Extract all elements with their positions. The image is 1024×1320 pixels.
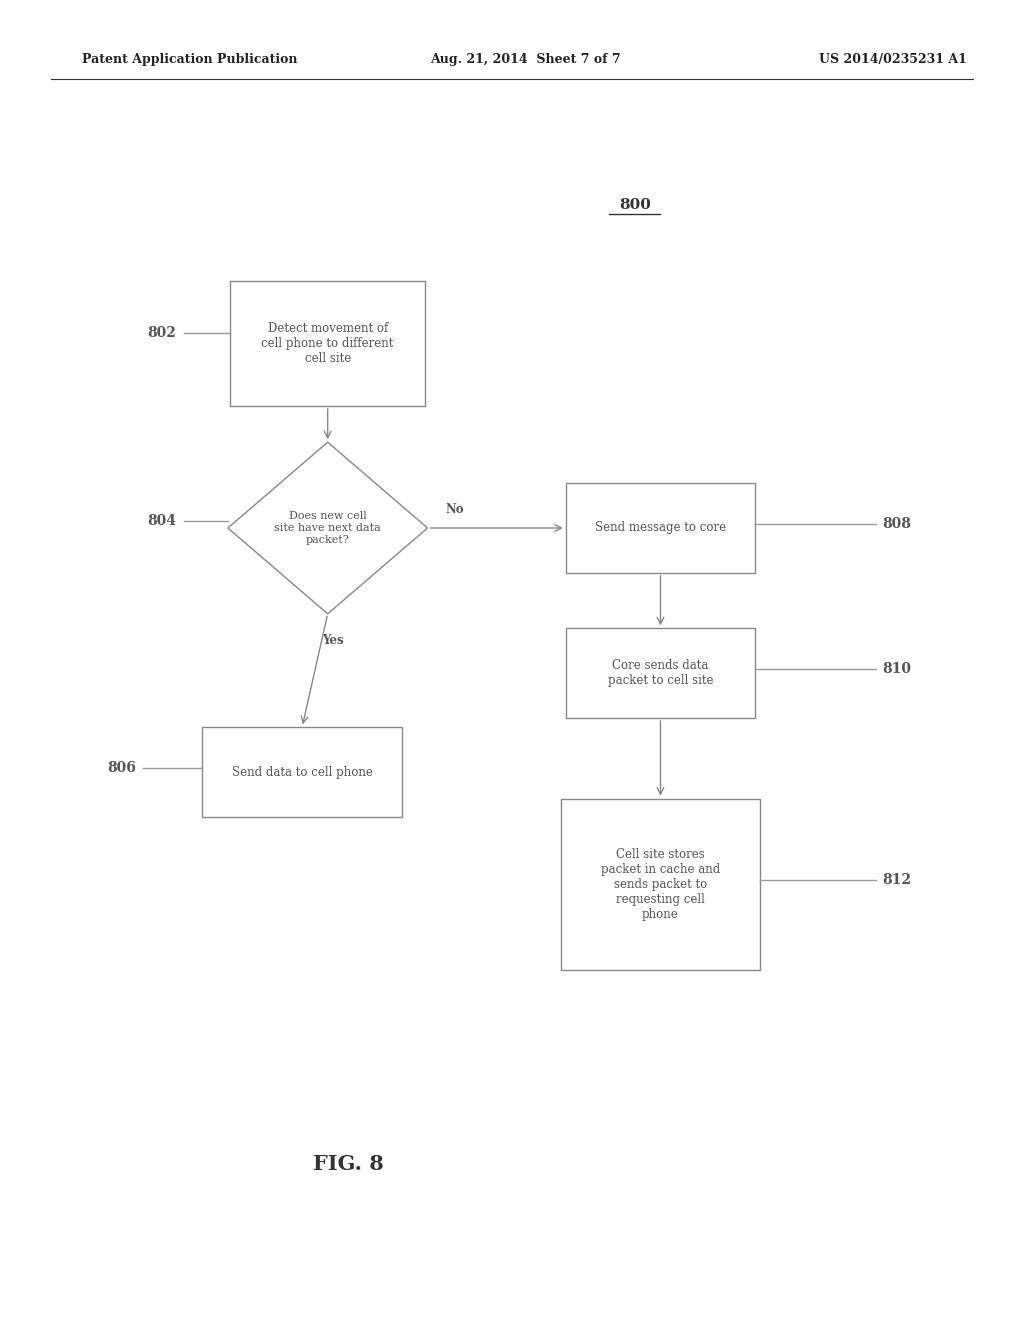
Text: 808: 808 (883, 517, 911, 531)
Text: 802: 802 (147, 326, 176, 339)
Text: 804: 804 (147, 515, 176, 528)
FancyBboxPatch shape (565, 483, 756, 573)
Text: Aug. 21, 2014  Sheet 7 of 7: Aug. 21, 2014 Sheet 7 of 7 (430, 53, 621, 66)
Text: US 2014/0235231 A1: US 2014/0235231 A1 (819, 53, 967, 66)
Text: Core sends data
packet to cell site: Core sends data packet to cell site (607, 659, 714, 688)
Text: FIG. 8: FIG. 8 (312, 1154, 384, 1175)
Text: Detect movement of
cell phone to different
cell site: Detect movement of cell phone to differe… (261, 322, 394, 364)
FancyBboxPatch shape (561, 799, 760, 970)
FancyBboxPatch shape (565, 628, 756, 718)
Text: No: No (446, 503, 465, 516)
Polygon shape (227, 442, 428, 614)
FancyBboxPatch shape (202, 727, 401, 817)
Text: Send data to cell phone: Send data to cell phone (231, 766, 373, 779)
Text: 812: 812 (883, 874, 911, 887)
Text: Yes: Yes (322, 634, 344, 647)
Text: 810: 810 (883, 663, 911, 676)
Text: 800: 800 (618, 198, 651, 211)
Text: Send message to core: Send message to core (595, 521, 726, 535)
Text: Cell site stores
packet in cache and
sends packet to
requesting cell
phone: Cell site stores packet in cache and sen… (601, 847, 720, 921)
FancyBboxPatch shape (230, 281, 425, 407)
Text: Does new cell
site have next data
packet?: Does new cell site have next data packet… (274, 511, 381, 545)
Text: Patent Application Publication: Patent Application Publication (82, 53, 297, 66)
Text: 806: 806 (108, 762, 136, 775)
